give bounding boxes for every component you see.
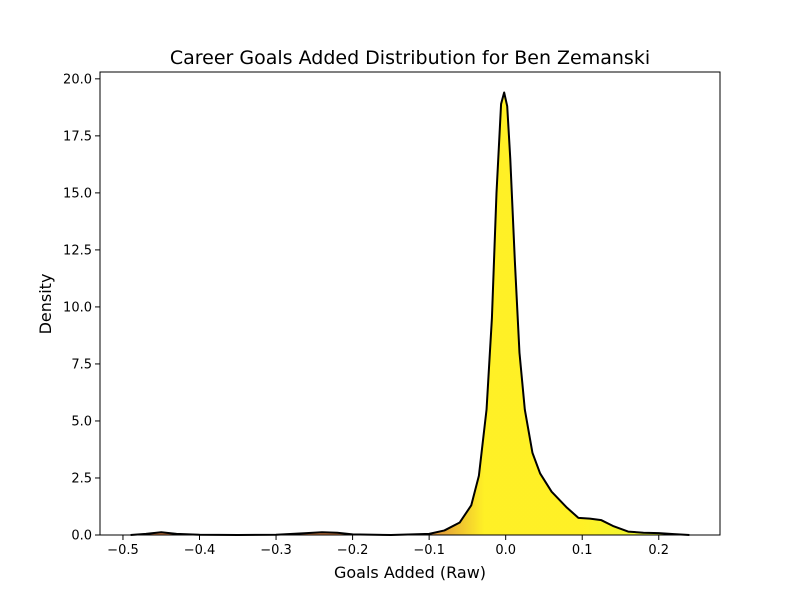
y-tick-label: 15.0	[63, 186, 92, 201]
y-axis-label: Density	[36, 274, 55, 335]
x-tick-label: −0.4	[184, 543, 216, 558]
y-tick-label: 7.5	[71, 357, 92, 372]
x-tick-label: −0.5	[107, 543, 139, 558]
density-area	[130, 92, 690, 535]
x-tick-label: 0.0	[495, 543, 516, 558]
x-axis: −0.5 −0.4 −0.3 −0.2 −0.1 0.0 0.1 0.2	[107, 535, 669, 558]
y-tick-label: 12.5	[63, 243, 92, 258]
y-tick-label: 0.0	[71, 529, 92, 544]
chart-title: Career Goals Added Distribution for Ben …	[170, 47, 650, 69]
plot-area	[99, 71, 721, 536]
y-tick-label: 2.5	[71, 471, 92, 486]
x-tick-label: −0.2	[337, 543, 369, 558]
density-line	[130, 91, 690, 536]
x-tick-label: 0.2	[648, 543, 669, 558]
x-axis-label: Goals Added (Raw)	[334, 563, 486, 582]
x-tick-label: 0.1	[572, 543, 593, 558]
y-axis: 0.0 2.5 5.0 7.5 10.0 12.5 15.0 17.5 20.0	[63, 72, 100, 544]
plot-frame	[99, 71, 721, 536]
x-tick-label: −0.1	[413, 543, 445, 558]
y-tick-label: 20.0	[63, 72, 92, 87]
x-tick-label: −0.3	[260, 543, 292, 558]
y-tick-label: 10.0	[63, 300, 92, 315]
y-tick-label: 17.5	[63, 129, 92, 144]
y-tick-label: 5.0	[71, 414, 92, 429]
